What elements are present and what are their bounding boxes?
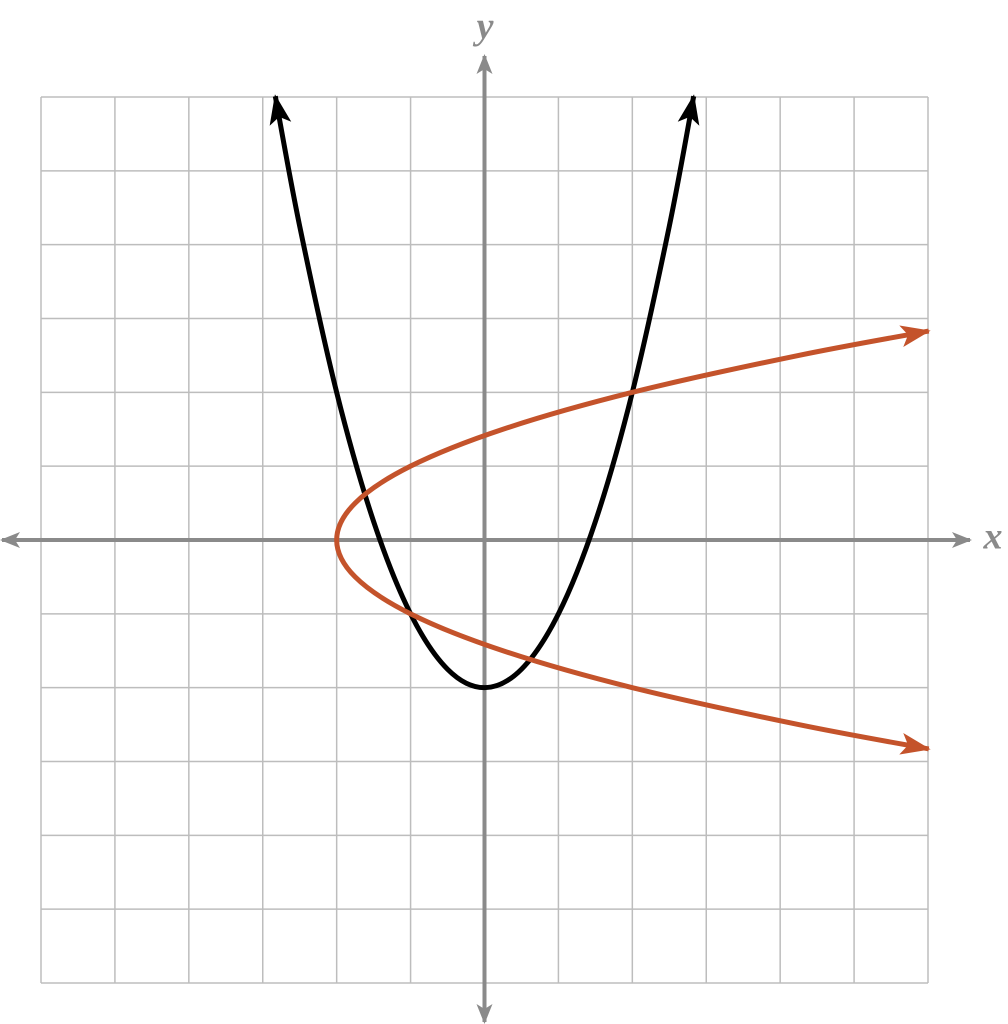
- x-axis-label: x: [983, 516, 1003, 558]
- curve: [269, 94, 700, 691]
- curves: [269, 94, 931, 755]
- y-axis-label: y: [473, 6, 494, 48]
- axes: [0, 54, 972, 1024]
- curve: [334, 325, 931, 755]
